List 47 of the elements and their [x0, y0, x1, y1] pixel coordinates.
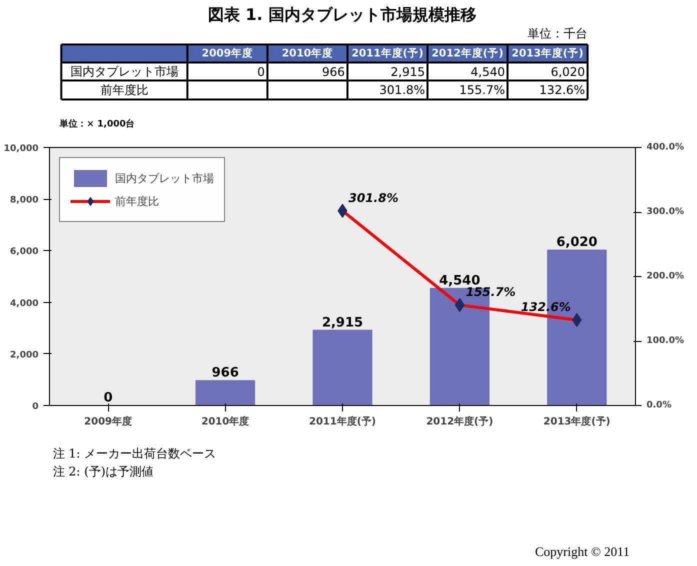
text: 注 2: (予)は予測値: [52, 464, 154, 478]
y2-tick-label: 400.0%: [646, 142, 684, 152]
text: 国内タブレット市場: [70, 64, 178, 78]
text: 155.7%: [459, 83, 506, 97]
bar: [312, 330, 372, 406]
y-tick-label: 4,000: [10, 298, 38, 309]
data-label: 966: [212, 366, 239, 381]
x-tick-label: 2010年度: [201, 416, 250, 428]
text: 966: [322, 65, 345, 79]
text: 301.8%: [379, 83, 425, 97]
y-tick-label: 8,000: [10, 196, 38, 206]
data-label: 2,915: [322, 315, 364, 330]
category-label: 2009年度: [202, 48, 254, 60]
y2-tick-label: 200.0%: [646, 272, 684, 282]
data-label: 132.6%: [520, 300, 571, 314]
chart-title: 図表 1. 国内タブレット市場規模推移: [208, 5, 476, 24]
text: 132.6%: [539, 83, 586, 97]
x-tick-label: 2011年度(予): [309, 416, 376, 428]
category-label: 2013年度(予): [512, 48, 584, 60]
legend-label: 国内タブレット市場: [115, 170, 214, 186]
text: Copyright © 2011: [534, 544, 630, 559]
y2-tick-label: 100.0%: [646, 336, 684, 346]
y-tick-label: 0: [32, 402, 39, 412]
bar: [196, 380, 256, 406]
y-tick-label: 2,000: [10, 350, 38, 360]
data-label: 0: [104, 390, 113, 406]
text: 注 1: メーカー出荷台数ベース: [52, 446, 216, 460]
text: 0: [257, 65, 265, 79]
text: 2,915: [390, 65, 425, 79]
y2-tick-label: 0.0%: [646, 400, 672, 410]
data-label: 301.8%: [348, 190, 398, 205]
y-tick-label: 10,000: [4, 144, 39, 154]
x-tick-label: 2013年度(予): [543, 416, 610, 428]
text: 6,020: [550, 65, 586, 79]
legend-label: 前年度比: [115, 194, 159, 208]
x-tick-label: 2012年度(予): [426, 416, 494, 428]
category-label: 2010年度: [282, 48, 334, 60]
category-label: 2011年度(予): [352, 48, 424, 60]
y-tick-label: 6,000: [10, 247, 38, 258]
data-label: 6,020: [556, 235, 598, 250]
text: 単位：千台: [528, 26, 588, 40]
x-tick-label: 2009年度: [84, 416, 132, 428]
text: 4,540: [470, 65, 506, 79]
category-label: 2012年度(予): [432, 48, 504, 60]
y2-tick-label: 300.0%: [646, 207, 684, 217]
text: 前年度比: [100, 83, 148, 97]
text: 単位：× 1,000台: [58, 118, 135, 130]
